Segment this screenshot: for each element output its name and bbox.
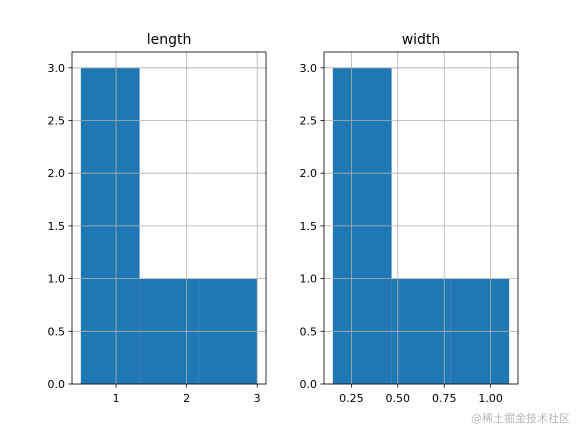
x-tick-label: 3 xyxy=(254,392,261,405)
y-tick-label: 0.0 xyxy=(300,378,318,391)
watermark: @稀土掘金技术社区 xyxy=(471,412,570,425)
y-tick-label: 0.0 xyxy=(48,378,66,391)
y-tick-label: 0.5 xyxy=(48,325,66,338)
x-tick-label: 1 xyxy=(113,392,120,405)
y-tick-label: 1.0 xyxy=(300,273,318,286)
axes-frame xyxy=(323,51,519,385)
y-tick-label: 1.0 xyxy=(48,273,66,286)
x-tick-label: 2 xyxy=(183,392,190,405)
y-tick-label: 1.5 xyxy=(48,220,66,233)
subplot-length: 1 2 3 0.0 0.5 1.0 1.5 2.0 2.5 3.0 length xyxy=(48,32,267,405)
y-tick-label: 1.5 xyxy=(300,220,318,233)
x-tick-label: 0.75 xyxy=(432,392,457,405)
x-tick-label: 1.00 xyxy=(478,392,503,405)
y-tick-label: 2.5 xyxy=(300,115,318,128)
axes-frame xyxy=(71,51,267,385)
y-tick-label: 3.0 xyxy=(48,62,66,75)
x-tick-label: 0.25 xyxy=(339,392,364,405)
y-tick-label: 2.5 xyxy=(48,115,66,128)
y-tick-label: 2.0 xyxy=(300,167,318,180)
x-tick-label: 0.50 xyxy=(386,392,411,405)
y-tick-label: 0.5 xyxy=(300,325,318,338)
y-tick-label: 2.0 xyxy=(48,167,66,180)
subplot-title: width xyxy=(402,32,441,48)
y-tick-label: 3.0 xyxy=(300,62,318,75)
subplot-width: 0.25 0.50 0.75 1.00 0.0 0.5 1.0 1.5 2.0 2.5 3.0 wid… xyxy=(300,32,519,405)
subplot-title: length xyxy=(147,32,192,48)
